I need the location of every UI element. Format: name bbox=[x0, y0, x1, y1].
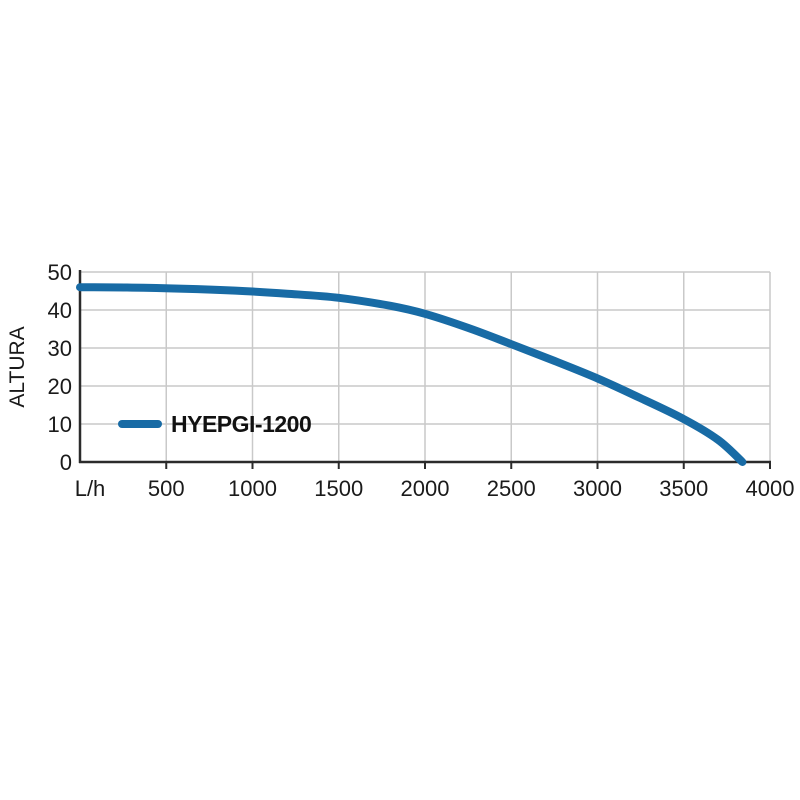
x-tick-label: 2500 bbox=[487, 476, 536, 501]
x-tick-label: 1500 bbox=[314, 476, 363, 501]
x-tick-label: 500 bbox=[148, 476, 185, 501]
gridlines bbox=[80, 271, 771, 462]
y-tick-label: 40 bbox=[48, 298, 72, 323]
x-tick-label: 3500 bbox=[659, 476, 708, 501]
x-tick-labels: 500 1000 1500 2000 2500 3000 3500 4000 bbox=[148, 476, 795, 501]
y-tick-label: 10 bbox=[48, 412, 72, 437]
legend-label: HYEPGI-1200 bbox=[171, 411, 311, 437]
x-tick-label: 2000 bbox=[401, 476, 450, 501]
y-tick-labels: 0 10 20 30 40 50 bbox=[48, 260, 72, 475]
legend: HYEPGI-1200 bbox=[118, 411, 312, 437]
axes bbox=[78, 270, 771, 469]
x-tick-label: 1000 bbox=[228, 476, 277, 501]
x-tick-label: 3000 bbox=[573, 476, 622, 501]
y-axis-title: ALTURA bbox=[6, 326, 29, 407]
x-axis-unit-label: L/h bbox=[75, 476, 106, 501]
y-tick-label: 20 bbox=[48, 374, 72, 399]
y-tick-label: 0 bbox=[60, 450, 72, 475]
y-tick-label: 50 bbox=[48, 260, 72, 285]
y-tick-label: 30 bbox=[48, 336, 72, 361]
x-tick-label: 4000 bbox=[746, 476, 795, 501]
series-curve-hyepgi-1200 bbox=[76, 283, 747, 466]
